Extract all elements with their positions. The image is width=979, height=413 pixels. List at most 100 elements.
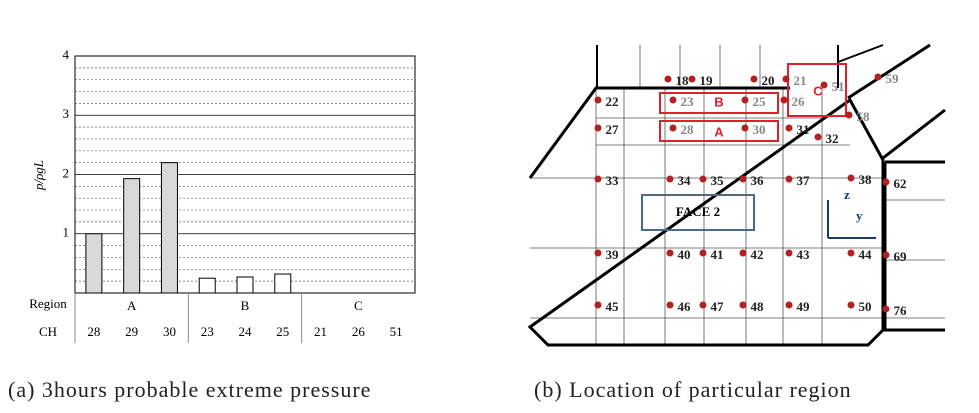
sensor-dot [688, 75, 696, 83]
sensor-dot [847, 174, 855, 182]
sensor-label: 45 [606, 299, 620, 314]
bar [85, 233, 103, 294]
bar [160, 162, 178, 294]
sensor-dot [594, 175, 602, 183]
sensor-dot [594, 96, 602, 104]
x-tick-label: 30 [163, 324, 176, 339]
sensor-dot [699, 301, 707, 309]
sensor-label: 59 [886, 71, 900, 86]
row-label: CH [39, 324, 57, 339]
x-tick-label: 24 [239, 324, 253, 339]
sensor-label: 46 [678, 299, 692, 314]
x-tick-label: 26 [352, 324, 366, 339]
sensor-label: 37 [797, 173, 811, 188]
sensor-dot [666, 175, 674, 183]
axis-z: z [844, 187, 850, 202]
sensor-label: 49 [797, 299, 811, 314]
y-axis-label: p/ρgL [31, 160, 46, 191]
sensor-label: 30 [753, 122, 766, 137]
region-marker: C [813, 83, 823, 98]
region-label: A [127, 298, 137, 313]
sensor-label: 34 [678, 173, 692, 188]
sensor-label: 32 [826, 131, 839, 146]
sensor-label: 51 [832, 79, 845, 94]
sensor-label: 43 [797, 247, 811, 262]
sensor-dot [739, 249, 747, 257]
caption: (b) Location of particular region [534, 377, 852, 402]
sensor-label: 27 [606, 122, 620, 137]
face-label: FACE 2 [676, 204, 720, 219]
region-marker: B [714, 94, 723, 109]
sensor-dot [785, 124, 793, 132]
sensor-dot [874, 73, 882, 81]
sensor-dot [882, 251, 890, 259]
axis-y: y [856, 208, 863, 223]
diagram-lines [527, 43, 946, 347]
sensor-label: 36 [751, 173, 765, 188]
sensor-label: 18 [676, 73, 690, 88]
sensor-label: 31 [797, 122, 810, 137]
x-tick-label: 21 [314, 324, 327, 339]
sensor-dot [669, 124, 677, 132]
region-marker: A [714, 124, 724, 139]
sensor-dot [820, 81, 828, 89]
sensor-label: 33 [606, 173, 620, 188]
sensor-dot [785, 175, 793, 183]
sensor-dot [750, 75, 758, 83]
sensor-label: 50 [859, 299, 872, 314]
sensor-dot [845, 111, 853, 119]
sensor-dot [741, 96, 749, 104]
sensor-dot [847, 249, 855, 257]
sensor-label: 62 [894, 176, 907, 191]
sensor-label: 40 [678, 247, 691, 262]
sensor-label: 69 [894, 249, 908, 264]
sensor-label: 22 [606, 94, 619, 109]
sensor-label: 20 [762, 73, 775, 88]
sensor-dot [739, 175, 747, 183]
sensor-label: 48 [751, 299, 765, 314]
sensor-dot [669, 96, 677, 104]
y-tick-label: 4 [63, 47, 70, 62]
sensor-label: 41 [711, 247, 724, 262]
y-tick-label: 3 [63, 106, 70, 121]
sensor-dot [741, 124, 749, 132]
sensor-dot [739, 301, 747, 309]
y-tick-label: 2 [63, 165, 70, 180]
x-tick-label: 29 [125, 324, 138, 339]
x-tick-label: 23 [201, 324, 214, 339]
sensor-dot [666, 249, 674, 257]
sensor-label: 23 [681, 94, 695, 109]
x-tick-label: 51 [390, 324, 403, 339]
sensor-dot [785, 301, 793, 309]
sensor-dot [666, 301, 674, 309]
x-tick-label: 25 [276, 324, 289, 339]
sensor-dot [699, 249, 707, 257]
sensor-dot [882, 305, 890, 313]
bar [198, 277, 216, 294]
caption: (a) 3hours probable extreme pressure [8, 377, 371, 402]
sensor-label: 38 [859, 172, 873, 187]
bar [236, 276, 254, 294]
sensor-label: 25 [753, 94, 767, 109]
sensor-dot [594, 249, 602, 257]
region-label: C [354, 298, 363, 313]
region-label: B [241, 298, 250, 313]
sensor-label: 28 [681, 122, 695, 137]
sensor-label: 47 [711, 299, 725, 314]
sensor-dot [594, 124, 602, 132]
sensor-label: 42 [751, 247, 764, 262]
sensor-label: 19 [700, 73, 714, 88]
bar [274, 273, 292, 294]
sensor-dot [594, 301, 602, 309]
bar [123, 178, 141, 294]
sensor-label: 26 [792, 94, 806, 109]
sensor-dot [699, 175, 707, 183]
sensor-dot [782, 75, 790, 83]
sensor-label: 76 [894, 303, 908, 318]
sensor-label: 21 [794, 73, 807, 88]
x-tick-label: 28 [87, 324, 100, 339]
sensor-label: 39 [606, 247, 620, 262]
sensor-dot [664, 75, 672, 83]
sensor-label: 44 [859, 247, 873, 262]
